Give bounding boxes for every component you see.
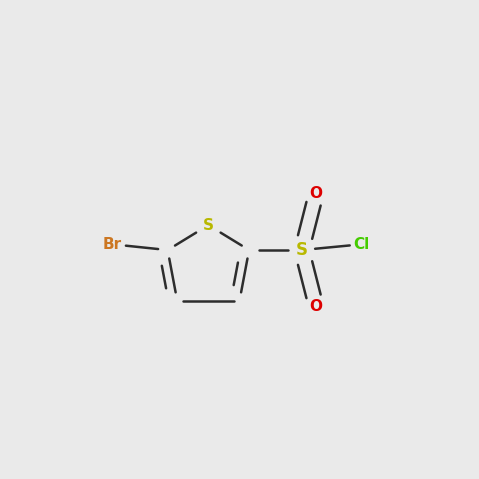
Text: S: S	[203, 217, 214, 233]
Text: O: O	[309, 186, 323, 201]
Text: Br: Br	[103, 237, 122, 252]
Text: O: O	[309, 299, 323, 314]
Text: S: S	[296, 241, 308, 259]
Text: Cl: Cl	[354, 237, 370, 252]
